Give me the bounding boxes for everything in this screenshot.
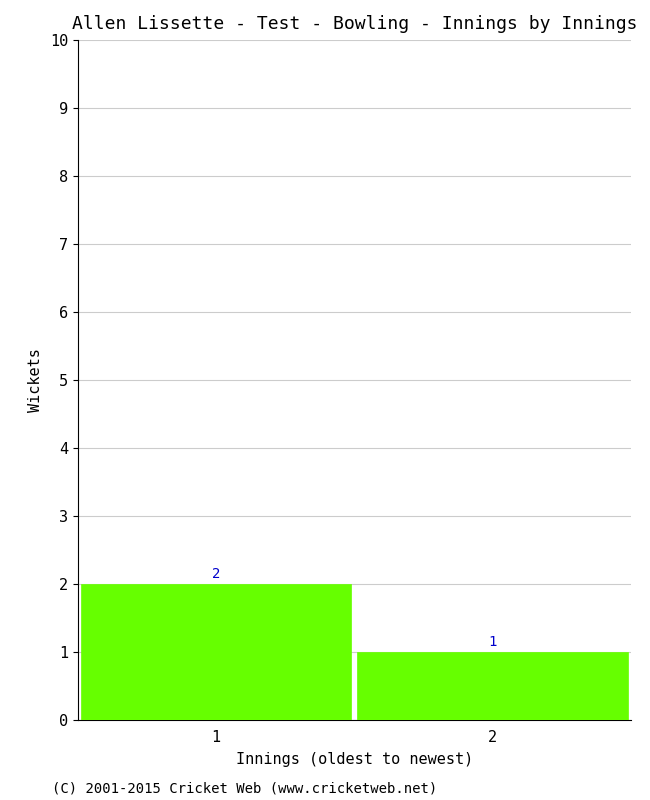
X-axis label: Innings (oldest to newest): Innings (oldest to newest) [235,752,473,766]
Text: 2: 2 [212,566,220,581]
Y-axis label: Wickets: Wickets [28,348,43,412]
Bar [357,652,628,720]
Title: Allen Lissette - Test - Bowling - Innings by Innings: Allen Lissette - Test - Bowling - Inning… [72,15,637,33]
Text: (C) 2001-2015 Cricket Web (www.cricketweb.net): (C) 2001-2015 Cricket Web (www.cricketwe… [52,782,437,796]
Text: 1: 1 [488,634,497,649]
Bar [81,584,352,720]
